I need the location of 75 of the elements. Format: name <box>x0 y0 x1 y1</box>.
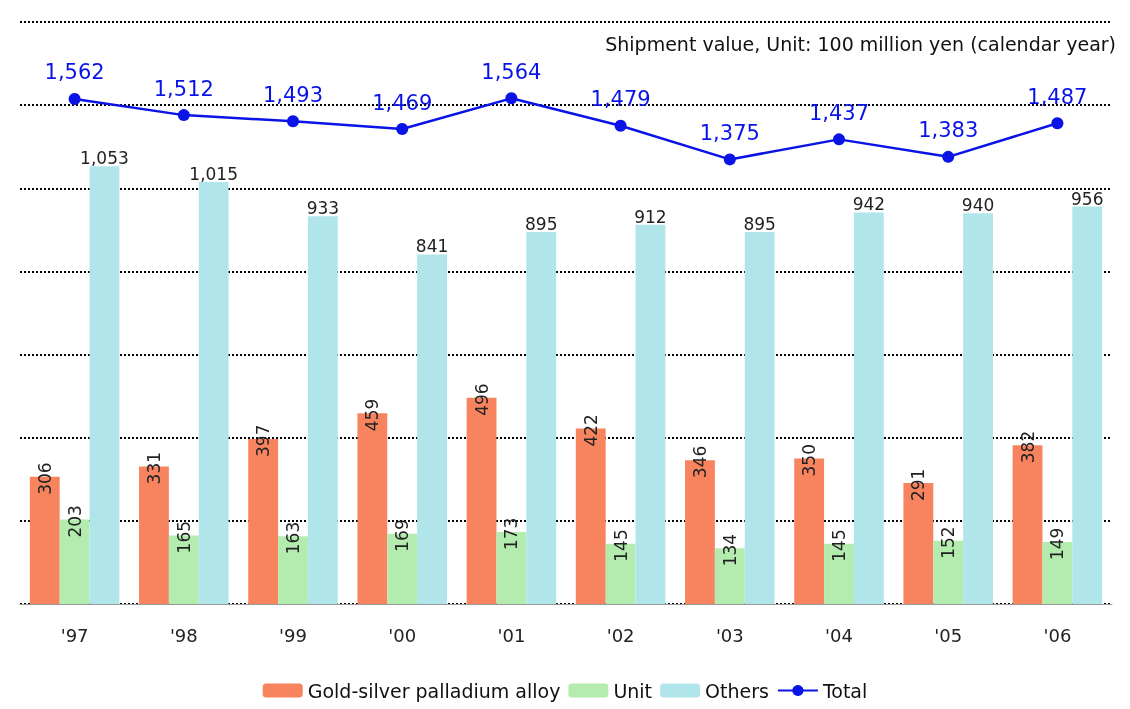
data-label: 1,053 <box>80 148 129 169</box>
data-label: 895 <box>525 213 558 234</box>
data-label: 1,469 <box>372 90 433 115</box>
data-label: 956 <box>1071 188 1104 209</box>
data-label: 942 <box>852 194 886 215</box>
point <box>177 109 190 122</box>
legend-label: Gold-silver palladium alloy <box>307 679 561 702</box>
data-label: 1,493 <box>262 82 324 107</box>
data-label: 496 <box>471 383 492 416</box>
x-tick-label: '98 <box>169 624 198 646</box>
data-label: 1,487 <box>1027 84 1088 109</box>
bar <box>89 166 120 604</box>
point <box>68 92 81 105</box>
data-label: 169 <box>392 519 413 552</box>
data-label: 459 <box>362 398 383 432</box>
data-label: 1,437 <box>808 100 870 125</box>
point <box>614 119 627 132</box>
data-label: 1,383 <box>918 118 979 143</box>
legend-label: Others <box>705 679 769 702</box>
x-tick-label: '01 <box>497 624 526 646</box>
x-tick-label: '02 <box>606 624 635 646</box>
data-label: 173 <box>501 517 522 551</box>
x-tick-label: '03 <box>715 624 744 646</box>
data-label: 1,512 <box>153 76 214 101</box>
annotation: Shipment value, Unit: 100 million yen (calendar year) <box>605 32 1117 55</box>
data-label: 397 <box>253 424 274 457</box>
point <box>942 150 955 163</box>
data-label: 163 <box>283 521 303 555</box>
data-label: 145 <box>610 529 631 562</box>
legend-label: Unit <box>613 679 653 702</box>
bar <box>307 216 338 604</box>
x-tick-label: '00 <box>388 624 417 646</box>
data-label: 895 <box>743 213 776 234</box>
legend-label: Total <box>821 679 868 702</box>
x-tick-label: '05 <box>934 624 963 646</box>
data-label: 1,564 <box>481 59 542 84</box>
bar <box>853 212 884 604</box>
point <box>287 115 299 128</box>
x-tick-label: '06 <box>1043 624 1072 646</box>
data-label: 1,479 <box>590 87 651 112</box>
data-label: 912 <box>634 206 667 227</box>
bar <box>635 224 666 604</box>
point <box>723 153 736 166</box>
x-tick-label: '99 <box>279 624 307 646</box>
data-label: 940 <box>961 195 995 216</box>
bar <box>963 213 993 604</box>
data-label: 145 <box>829 529 849 562</box>
bar <box>417 254 447 604</box>
data-label: 1,562 <box>44 60 105 85</box>
data-label: 346 <box>689 445 710 479</box>
point <box>833 133 845 146</box>
bar <box>1072 206 1103 604</box>
data-label: 165 <box>173 520 194 554</box>
data-label: 422 <box>580 414 601 447</box>
data-label: 841 <box>415 236 449 257</box>
data-label: 306 <box>34 462 55 495</box>
point <box>505 92 518 105</box>
data-label: 134 <box>719 533 740 567</box>
data-label: 1,015 <box>189 164 238 185</box>
bar <box>198 182 229 604</box>
data-label: 1,375 <box>699 120 760 145</box>
data-label: 382 <box>1017 430 1038 464</box>
data-label: 152 <box>938 526 959 559</box>
data-label: 350 <box>799 444 820 477</box>
point <box>1051 117 1064 130</box>
data-label: 149 <box>1047 527 1068 561</box>
bar <box>744 231 775 604</box>
x-tick-label: '04 <box>825 624 853 646</box>
bar <box>526 231 557 604</box>
point <box>396 123 409 136</box>
x-tick-label: '97 <box>60 624 89 646</box>
data-label: 331 <box>143 451 164 485</box>
data-label: 203 <box>64 505 85 538</box>
data-label: 933 <box>306 198 340 219</box>
data-label: 291 <box>908 468 929 502</box>
